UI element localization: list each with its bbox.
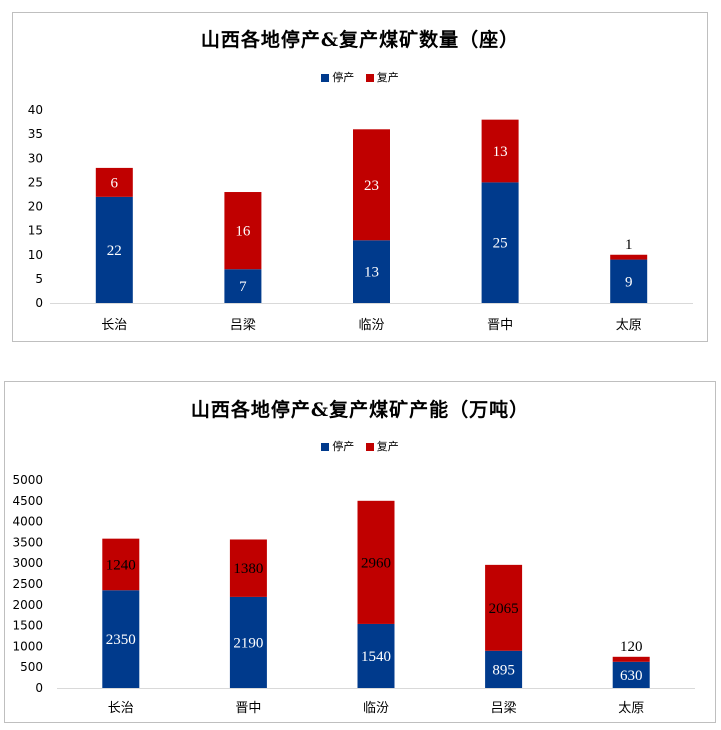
bar-segment: [353, 129, 390, 241]
bar-segment: [229, 539, 267, 597]
bar-data-label: 630: [620, 668, 643, 684]
bar-data-label: 9: [625, 274, 633, 290]
x-category-label: 长治: [101, 318, 127, 333]
bar-data-label: 6: [111, 175, 119, 191]
bar-segment: [357, 623, 395, 688]
bar-segment: [485, 564, 523, 651]
legend-swatch-resumed: [365, 443, 374, 451]
y-tick-label: 5: [35, 272, 43, 286]
bar-data-label: 2190: [233, 635, 263, 651]
chart-legend: 停产 复产: [5, 438, 715, 454]
chart-panel-mine-capacity: 山西各地停产&复产煤矿产能（万吨） 停产 复产 0 500 1000 1500 2000…: [4, 381, 716, 723]
legend-item-resumed: 复产: [365, 438, 399, 454]
chart-plot-area: 0 500 1000 1500 2000 2500 3000 3500 4000 4500 5000…: [12, 473, 695, 716]
y-tick-label: 15: [28, 224, 43, 238]
x-category-label: 长治: [108, 701, 134, 716]
chart-plot-area: 0 5 10 15 20 25 30 35 40 22 6 长治 7 16 吕梁 13 23 临汾 25 13 晋中 9 1…: [28, 103, 693, 333]
y-tick-label: 4500: [12, 494, 43, 508]
legend-item-resumed: 复产: [365, 69, 399, 85]
bar-segment: [357, 500, 395, 624]
y-tick-label: 10: [28, 248, 43, 262]
y-tick-label: 25: [28, 175, 43, 189]
bar-segment: [610, 254, 648, 260]
legend-label: 复产: [376, 440, 399, 453]
y-tick-label: 40: [28, 103, 43, 117]
x-category-label: 临汾: [358, 318, 384, 333]
legend-swatch-shutdown: [321, 443, 330, 451]
bar-segment: [224, 192, 262, 270]
x-category-label: 吕梁: [230, 318, 256, 333]
bar-data-label: 2350: [106, 632, 136, 648]
bar-data-label: 25: [493, 236, 508, 252]
bar-data-label: 16: [235, 224, 251, 240]
bar-data-label: 120: [620, 639, 643, 655]
bar-segment: [102, 590, 140, 688]
legend-label: 停产: [332, 440, 355, 453]
bar-data-label: 23: [364, 178, 379, 194]
bar-segment: [481, 182, 519, 303]
chart-legend: 停产 复产: [13, 69, 707, 85]
x-category-label: 晋中: [235, 701, 261, 716]
bar-segment: [353, 240, 390, 303]
y-tick-label: 4000: [12, 515, 43, 529]
legend-swatch-resumed: [365, 74, 374, 82]
cropped-top-text: [0, 0, 200, 10]
bar-data-label: 1540: [361, 649, 391, 665]
bar-data-label: 895: [492, 662, 515, 678]
chart-title: 山西各地停产&复产煤矿数量（座）: [200, 29, 520, 51]
bar-data-label: 1380: [233, 561, 263, 577]
y-tick-label: 5000: [12, 473, 43, 487]
bar-segment: [102, 538, 140, 591]
y-tick-label: 3000: [12, 556, 43, 570]
bar-segment: [481, 119, 519, 183]
y-tick-label: 3500: [12, 535, 43, 549]
bar-segment: [612, 656, 650, 662]
bar-segment: [612, 661, 650, 688]
bar-data-label: 13: [364, 265, 379, 281]
bar-data-label: 22: [107, 243, 122, 259]
x-category-label: 临汾: [363, 701, 389, 716]
y-tick-label: 0: [35, 296, 43, 310]
bar-data-label: 1: [625, 237, 633, 253]
legend-item-shutdown: 停产: [321, 69, 354, 85]
bar-data-label: 1240: [106, 557, 136, 573]
x-category-label: 晋中: [487, 318, 513, 333]
bar-segment: [95, 167, 133, 197]
y-tick-label: 35: [28, 127, 43, 141]
bar-segment: [95, 196, 133, 303]
legend-label: 停产: [332, 71, 355, 84]
bar-data-label: 2960: [361, 555, 391, 571]
y-tick-label: 2500: [12, 577, 43, 591]
y-tick-label: 20: [28, 200, 43, 214]
bar-data-label: 7: [239, 279, 247, 295]
y-tick-label: 2000: [12, 598, 43, 612]
y-tick-label: 0: [35, 681, 43, 695]
x-category-label: 吕梁: [491, 701, 517, 716]
legend-label: 复产: [376, 71, 399, 84]
bar-segment: [229, 596, 267, 688]
bar-data-label: 13: [493, 144, 508, 160]
bar-data-label: 2065: [489, 601, 519, 617]
y-tick-label: 1000: [12, 639, 43, 653]
x-category-label: 太原: [616, 318, 642, 333]
legend-swatch-shutdown: [321, 74, 330, 82]
legend-item-shutdown: 停产: [321, 438, 354, 454]
bar-segment: [610, 259, 648, 303]
x-category-label: 太原: [618, 701, 644, 716]
chart-panel-mine-count: 山西各地停产&复产煤矿数量（座） 停产 复产 0 5 10 15 20 25 30 35 40 2…: [12, 12, 708, 342]
chart-title: 山西各地停产&复产煤矿产能（万吨）: [190, 399, 530, 421]
bar-segment: [224, 269, 262, 303]
y-tick-label: 500: [20, 660, 43, 674]
y-tick-label: 30: [28, 151, 43, 165]
y-tick-label: 1500: [12, 619, 43, 633]
bar-segment: [485, 650, 523, 688]
